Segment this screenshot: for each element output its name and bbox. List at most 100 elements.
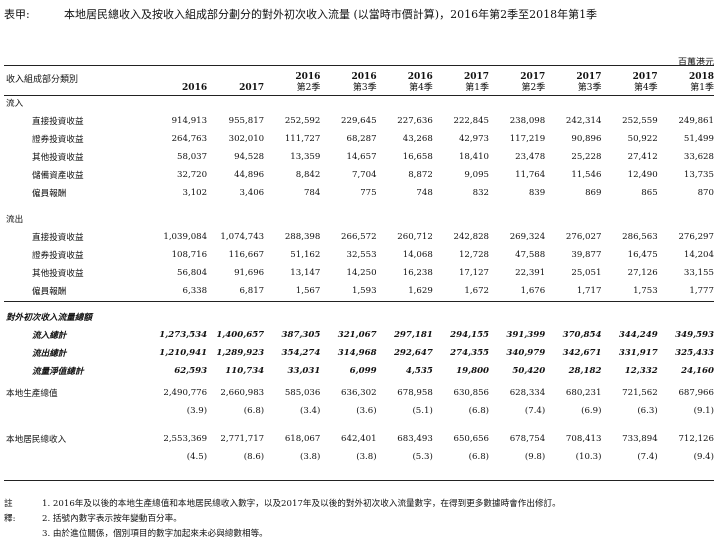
empty-cell — [377, 94, 433, 112]
empty-cell — [658, 210, 714, 228]
header-column: 2016 第3季 — [320, 66, 377, 94]
change-percent: (5.3) — [412, 452, 433, 462]
value-cell: 748 — [416, 188, 433, 198]
empty-cell — [150, 210, 207, 228]
value-cell: 33,031 — [287, 366, 321, 376]
empty-cell — [545, 94, 601, 112]
table-row: 流出總計 1,210,941 1,289,923 354,274 314,968 292,… — [4, 344, 714, 362]
spacer-cell — [489, 202, 545, 210]
aggregate-value: 683,493 — [397, 434, 433, 444]
income-table: 收入組成部分類別 2016 2017 2016 第2季 2016 第3季 2016 第4季 20… — [4, 66, 714, 466]
top-rule — [4, 65, 714, 66]
table-row: 本地居民總收入 2,553,369 2,771,717 618,067 642,401 6… — [4, 430, 714, 448]
spacer-cell — [377, 202, 433, 210]
aggregate-value: 733,894 — [622, 434, 658, 444]
value-cell: 1,289,923 — [216, 348, 265, 358]
table-row: 流入 — [4, 94, 714, 112]
header-column: 2017 第4季 — [601, 66, 658, 94]
value-cell: 108,716 — [171, 250, 208, 260]
aggregate-value: 650,656 — [453, 434, 490, 444]
row-label: 直接投資收益 — [32, 233, 84, 243]
header-year: 2016 — [351, 72, 377, 82]
change-percent: (5.1) — [412, 406, 433, 416]
table-row: 其他投資收益 58,037 94,528 13,359 14,657 16,658 18,4… — [4, 148, 714, 166]
value-cell: 33,628 — [683, 152, 714, 162]
spacer-cell — [320, 420, 376, 430]
row-label: 證券投資收益 — [32, 251, 84, 261]
table-row: 證券投資收益 108,716 116,667 51,162 32,553 14,068 12… — [4, 246, 714, 264]
row-label: 流入總計 — [32, 331, 67, 341]
bottom-rule — [4, 480, 714, 481]
change-percent: (3.6) — [356, 406, 377, 416]
value-cell: 1,777 — [689, 286, 714, 296]
value-cell: 321,067 — [337, 330, 377, 340]
empty-cell — [320, 94, 376, 112]
value-cell: 865 — [641, 188, 658, 198]
value-cell: 7,704 — [351, 170, 377, 180]
table-row: (3.9) (6.8) (3.4) (3.6) (5.1) (6.8) (7.4) (6.9)… — [4, 402, 714, 420]
value-cell: 51,499 — [683, 134, 714, 144]
change-percent: (6.3) — [637, 406, 658, 416]
empty-cell — [320, 308, 376, 326]
aggregate-label: 本地居民總收入 — [6, 435, 67, 445]
table-row — [4, 202, 714, 210]
empty-cell — [489, 94, 545, 112]
value-cell: 342,671 — [562, 348, 602, 358]
row-label: 其他投資收益 — [32, 269, 84, 279]
change-percent: (10.3) — [575, 452, 602, 462]
change-percent: (3.4) — [300, 406, 321, 416]
spacer-cell — [150, 300, 207, 308]
empty-cell — [601, 210, 657, 228]
header-column: 2016 — [150, 66, 207, 94]
aggregate-value: 642,401 — [341, 434, 377, 444]
value-cell: 1,672 — [464, 286, 490, 296]
section-heading: 流出 — [6, 215, 24, 225]
value-cell: 269,324 — [509, 232, 546, 242]
empty-cell — [545, 308, 601, 326]
header-category: 收入組成部分類別 — [6, 74, 79, 85]
value-cell: 1,273,534 — [159, 330, 208, 340]
spacer-cell — [320, 202, 376, 210]
change-percent: (8.6) — [243, 452, 265, 462]
table-row: 儲備資產收益 32,720 44,896 8,842 7,704 8,872 9,095 11… — [4, 166, 714, 184]
value-cell: 18,410 — [458, 152, 490, 162]
spacer-cell — [489, 420, 545, 430]
header-column: 2017 — [207, 66, 264, 94]
header-column: 2016 第2季 — [264, 66, 320, 94]
empty-cell — [658, 94, 714, 112]
value-cell: 869 — [585, 188, 602, 198]
spacer-cell — [150, 420, 207, 430]
value-cell: 44,896 — [234, 170, 265, 180]
empty-cell — [4, 402, 150, 420]
title-label: 表甲: — [4, 8, 30, 21]
value-cell: 370,854 — [562, 330, 602, 340]
spacer-cell — [320, 300, 376, 308]
value-cell: 13,735 — [683, 170, 714, 180]
header-quarter: 第2季 — [296, 83, 321, 93]
aggregate-value: 2,660,983 — [220, 388, 265, 398]
value-cell: 17,127 — [458, 268, 490, 278]
value-cell: 1,039,084 — [163, 232, 208, 242]
value-cell: 14,250 — [346, 268, 377, 278]
spacer-cell — [433, 420, 489, 430]
table-row: 證券投資收益 264,763 302,010 111,727 68,287 43,268 4… — [4, 130, 714, 148]
change-percent: (4.5) — [186, 452, 208, 462]
aggregate-value: 2,771,717 — [220, 434, 265, 444]
table-row: 僱員報酬 6,338 6,817 1,567 1,593 1,629 1,672 1,676 1… — [4, 282, 714, 300]
row-label: 流量淨值總計 — [32, 367, 84, 377]
value-cell: 249,861 — [678, 116, 714, 126]
change-percent: (9.1) — [693, 406, 714, 416]
value-cell: 32,720 — [177, 170, 208, 180]
value-cell: 47,588 — [515, 250, 546, 260]
value-cell: 1,593 — [351, 286, 377, 296]
empty-cell — [264, 308, 320, 326]
value-cell: 25,051 — [571, 268, 602, 278]
empty-cell — [489, 210, 545, 228]
value-cell: 260,712 — [397, 232, 433, 242]
value-cell: 242,828 — [453, 232, 490, 242]
value-cell: 90,896 — [571, 134, 602, 144]
header-row: 收入組成部分類別 2016 2017 2016 第2季 2016 第3季 2016 第4季 20… — [4, 66, 714, 94]
row-label: 儲備資產收益 — [32, 171, 84, 181]
spacer-cell — [601, 420, 657, 430]
value-cell: 1,400,657 — [216, 330, 265, 340]
